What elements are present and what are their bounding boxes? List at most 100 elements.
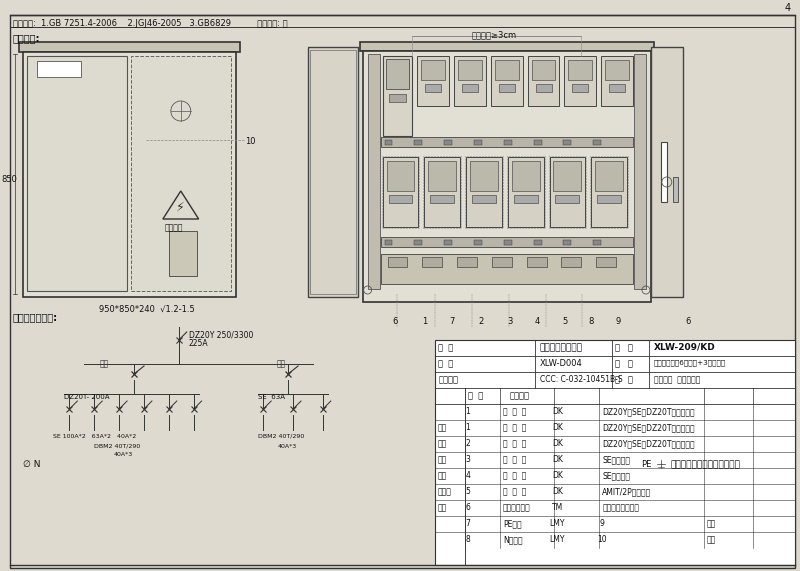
Bar xyxy=(37,61,82,77)
Bar xyxy=(387,257,407,267)
Text: DK: DK xyxy=(552,407,563,416)
Text: DZ20Y（SE、DZ20T）透明系列: DZ20Y（SE、DZ20T）透明系列 xyxy=(602,423,695,432)
Bar xyxy=(458,60,482,80)
Text: 10: 10 xyxy=(598,535,607,544)
Bar xyxy=(495,60,518,80)
Bar xyxy=(594,140,602,145)
Bar xyxy=(651,47,682,297)
Text: PE: PE xyxy=(641,460,651,469)
Bar xyxy=(499,84,514,92)
Text: 850: 850 xyxy=(1,175,17,183)
Text: 主变配件: 主变配件 xyxy=(510,391,530,400)
Bar xyxy=(414,140,422,145)
Text: 审核: 审核 xyxy=(438,471,446,480)
Bar xyxy=(389,94,406,102)
Text: 动力: 动力 xyxy=(99,359,109,368)
Text: 4: 4 xyxy=(535,317,540,326)
Bar xyxy=(362,51,651,302)
Text: 制图: 制图 xyxy=(438,439,446,448)
Bar xyxy=(472,195,496,203)
Text: 3: 3 xyxy=(466,455,470,464)
Text: 图  号: 图 号 xyxy=(438,359,454,368)
Bar xyxy=(422,60,445,80)
Text: 线夹: 线夹 xyxy=(706,519,716,528)
Bar xyxy=(512,161,539,191)
Bar xyxy=(414,240,422,245)
Bar xyxy=(554,161,582,191)
Text: 用   途: 用 途 xyxy=(615,375,633,384)
Bar xyxy=(418,56,449,106)
Bar xyxy=(426,84,441,92)
Text: 7: 7 xyxy=(466,519,470,528)
Text: DK: DK xyxy=(552,487,563,496)
Text: SE 100A*2   63A*2   40A*2: SE 100A*2 63A*2 40A*2 xyxy=(53,434,136,439)
Text: DK: DK xyxy=(552,423,563,432)
Bar xyxy=(526,257,546,267)
Bar xyxy=(506,156,545,228)
Bar xyxy=(534,140,542,145)
Bar xyxy=(386,59,410,89)
Bar xyxy=(422,257,442,267)
Bar xyxy=(382,157,418,227)
Bar xyxy=(504,240,512,245)
Bar xyxy=(131,56,231,291)
Text: 7: 7 xyxy=(450,317,455,326)
Bar xyxy=(465,156,503,228)
Text: 950*850*240  √1.2-1.5: 950*850*240 √1.2-1.5 xyxy=(99,305,195,314)
Text: 标牌: 标牌 xyxy=(706,535,716,544)
Bar xyxy=(386,161,414,191)
Text: 5: 5 xyxy=(563,317,568,326)
Bar xyxy=(591,157,627,227)
Text: 元件间距≥3cm: 元件间距≥3cm xyxy=(472,30,517,39)
Text: XLW-209/KD: XLW-209/KD xyxy=(654,343,716,352)
Text: DZ20Y（SE、DZ20T）透明系列: DZ20Y（SE、DZ20T）透明系列 xyxy=(602,439,695,448)
Text: DK: DK xyxy=(552,471,563,480)
Text: 有电危险: 有电危险 xyxy=(165,223,183,232)
Bar xyxy=(462,84,478,92)
Bar xyxy=(381,237,633,247)
Text: 执行标准:  1.GB 7251.4-2006    2.JGJ46-2005   3.GB6829          壳体颜色: 黄: 执行标准: 1.GB 7251.4-2006 2.JGJ46-2005 3.GB… xyxy=(13,19,287,28)
Text: DK: DK xyxy=(552,455,563,464)
Text: ∅ N: ∅ N xyxy=(22,460,40,469)
Text: 施工现场  级分配配电: 施工现场 级分配配电 xyxy=(654,375,700,384)
Bar xyxy=(605,60,629,80)
Bar xyxy=(18,42,241,52)
Bar xyxy=(466,157,502,227)
Text: 10: 10 xyxy=(246,137,256,146)
Bar xyxy=(169,231,197,276)
Text: 名  称: 名 称 xyxy=(438,343,454,352)
Text: DZ20Y 250/3300: DZ20Y 250/3300 xyxy=(189,330,253,339)
Bar xyxy=(590,156,628,228)
Text: 级分配电箱（6路动力+3路照明）: 级分配电箱（6路动力+3路照明） xyxy=(654,359,726,365)
Bar xyxy=(381,137,633,147)
Bar xyxy=(389,195,412,203)
Bar xyxy=(310,50,356,294)
Bar xyxy=(534,240,542,245)
Bar xyxy=(555,195,579,203)
Text: DBM2 40T/290: DBM2 40T/290 xyxy=(258,434,305,439)
Bar xyxy=(562,257,582,267)
Text: 4: 4 xyxy=(784,3,790,13)
Text: 5: 5 xyxy=(466,487,470,496)
Text: 2: 2 xyxy=(478,317,483,326)
Bar xyxy=(595,161,623,191)
Bar xyxy=(428,161,456,191)
Bar xyxy=(368,54,379,289)
Bar xyxy=(504,140,512,145)
Bar xyxy=(569,60,592,80)
Bar xyxy=(491,56,522,106)
Text: 电器连接原理图:: 电器连接原理图: xyxy=(13,312,58,322)
Bar xyxy=(424,157,460,227)
Text: 1: 1 xyxy=(466,423,470,432)
Bar xyxy=(444,240,452,245)
Bar xyxy=(514,195,538,203)
Bar xyxy=(474,240,482,245)
Text: 标准化: 标准化 xyxy=(438,487,451,496)
Text: 型   号: 型 号 xyxy=(615,343,633,352)
Text: 试验报告: 试验报告 xyxy=(438,375,458,384)
Bar xyxy=(565,56,596,106)
Text: SE  63A: SE 63A xyxy=(258,394,286,400)
Text: 断  路  器: 断 路 器 xyxy=(503,407,526,416)
Text: 40A*3: 40A*3 xyxy=(114,452,134,457)
Bar xyxy=(382,56,412,136)
